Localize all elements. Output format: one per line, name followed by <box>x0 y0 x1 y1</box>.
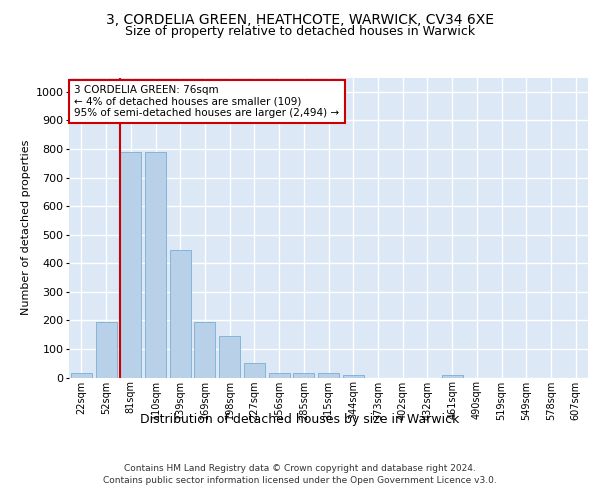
Bar <box>170 250 191 378</box>
Text: Contains HM Land Registry data © Crown copyright and database right 2024.: Contains HM Land Registry data © Crown c… <box>124 464 476 473</box>
Bar <box>219 336 240 378</box>
Bar <box>442 374 463 378</box>
Bar <box>145 152 166 378</box>
Bar <box>244 363 265 378</box>
Text: 3, CORDELIA GREEN, HEATHCOTE, WARWICK, CV34 6XE: 3, CORDELIA GREEN, HEATHCOTE, WARWICK, C… <box>106 12 494 26</box>
Y-axis label: Number of detached properties: Number of detached properties <box>21 140 31 315</box>
Bar <box>269 373 290 378</box>
Text: Contains public sector information licensed under the Open Government Licence v3: Contains public sector information licen… <box>103 476 497 485</box>
Bar <box>293 373 314 378</box>
Text: 3 CORDELIA GREEN: 76sqm
← 4% of detached houses are smaller (109)
95% of semi-de: 3 CORDELIA GREEN: 76sqm ← 4% of detached… <box>74 85 340 118</box>
Bar <box>71 373 92 378</box>
Bar <box>120 152 141 378</box>
Bar <box>343 374 364 378</box>
Bar <box>318 373 339 378</box>
Text: Distribution of detached houses by size in Warwick: Distribution of detached houses by size … <box>140 412 460 426</box>
Bar <box>194 322 215 378</box>
Text: Size of property relative to detached houses in Warwick: Size of property relative to detached ho… <box>125 25 475 38</box>
Bar <box>95 322 116 378</box>
